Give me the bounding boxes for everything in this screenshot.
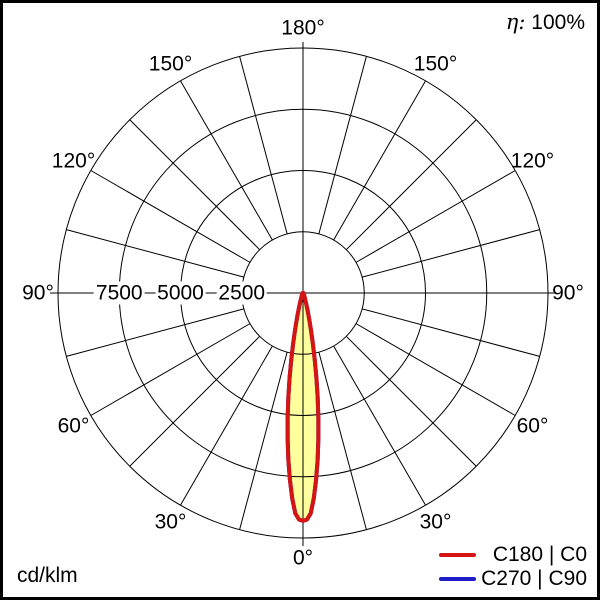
grid-spoke-345 bbox=[239, 352, 288, 530]
legend-label-c270-c90: C270 | C90 bbox=[481, 567, 587, 590]
grid-spoke-195 bbox=[239, 56, 288, 234]
grid-spoke-30 bbox=[333, 345, 426, 506]
angle-label-60-right: 60° bbox=[516, 414, 549, 437]
eta-symbol: η: bbox=[505, 10, 526, 34]
radial-tick-2500: 2500 bbox=[216, 281, 268, 305]
grid-spoke-240 bbox=[90, 170, 251, 263]
grid-spoke-120 bbox=[355, 170, 516, 263]
angle-label-0: 0° bbox=[292, 546, 314, 570]
curve-c180-c0 bbox=[285, 290, 321, 523]
angle-label-90-left: 90° bbox=[22, 281, 54, 305]
angle-label-150-right: 150° bbox=[413, 52, 458, 75]
grid-spoke-15 bbox=[318, 352, 367, 530]
grid-spoke-210 bbox=[180, 80, 273, 241]
legend-line-blue bbox=[439, 576, 476, 581]
efficiency-label: η: 100% bbox=[505, 10, 585, 34]
grid-spoke-300 bbox=[90, 323, 251, 416]
angle-label-90-right: 90° bbox=[552, 281, 584, 305]
radial-tick-5000: 5000 bbox=[155, 281, 206, 305]
grid-spoke-105 bbox=[362, 229, 540, 278]
angle-label-120-right: 120° bbox=[510, 149, 555, 172]
angle-label-120-left: 120° bbox=[51, 149, 96, 172]
grid-spoke-315 bbox=[129, 335, 261, 467]
legend-item-c270-c90: C270 | C90 bbox=[439, 568, 587, 589]
grid-spoke-165 bbox=[318, 56, 367, 234]
grid-spoke-135 bbox=[345, 119, 477, 251]
legend-item-c180-c0: C180 | C0 bbox=[439, 544, 587, 565]
efficiency-value: 100% bbox=[531, 11, 585, 34]
grid-spoke-60 bbox=[355, 323, 516, 416]
unit-label: cd/klm bbox=[17, 564, 78, 587]
legend-line-red bbox=[439, 552, 476, 557]
angle-label-180: 180° bbox=[281, 16, 325, 40]
radial-tick-7500: 7500 bbox=[93, 281, 145, 305]
grid-spoke-225 bbox=[129, 119, 261, 251]
grid-spoke-45 bbox=[345, 335, 477, 467]
angle-label-30-left: 30° bbox=[154, 510, 187, 534]
angle-label-150-left: 150° bbox=[148, 52, 193, 75]
angle-label-30-right: 30° bbox=[419, 510, 452, 534]
legend: C180 | C0 C270 | C90 bbox=[439, 544, 587, 589]
grid-spoke-75 bbox=[362, 308, 540, 357]
legend-label-c180-c0: C180 | C0 bbox=[492, 543, 587, 566]
grid-spoke-150 bbox=[333, 80, 426, 241]
polar-grid-and-curve bbox=[50, 42, 556, 546]
grid-spoke-255 bbox=[66, 229, 244, 278]
grid-spoke-330 bbox=[180, 345, 273, 506]
angle-label-60-left: 60° bbox=[57, 414, 90, 437]
grid-spoke-285 bbox=[66, 308, 244, 357]
